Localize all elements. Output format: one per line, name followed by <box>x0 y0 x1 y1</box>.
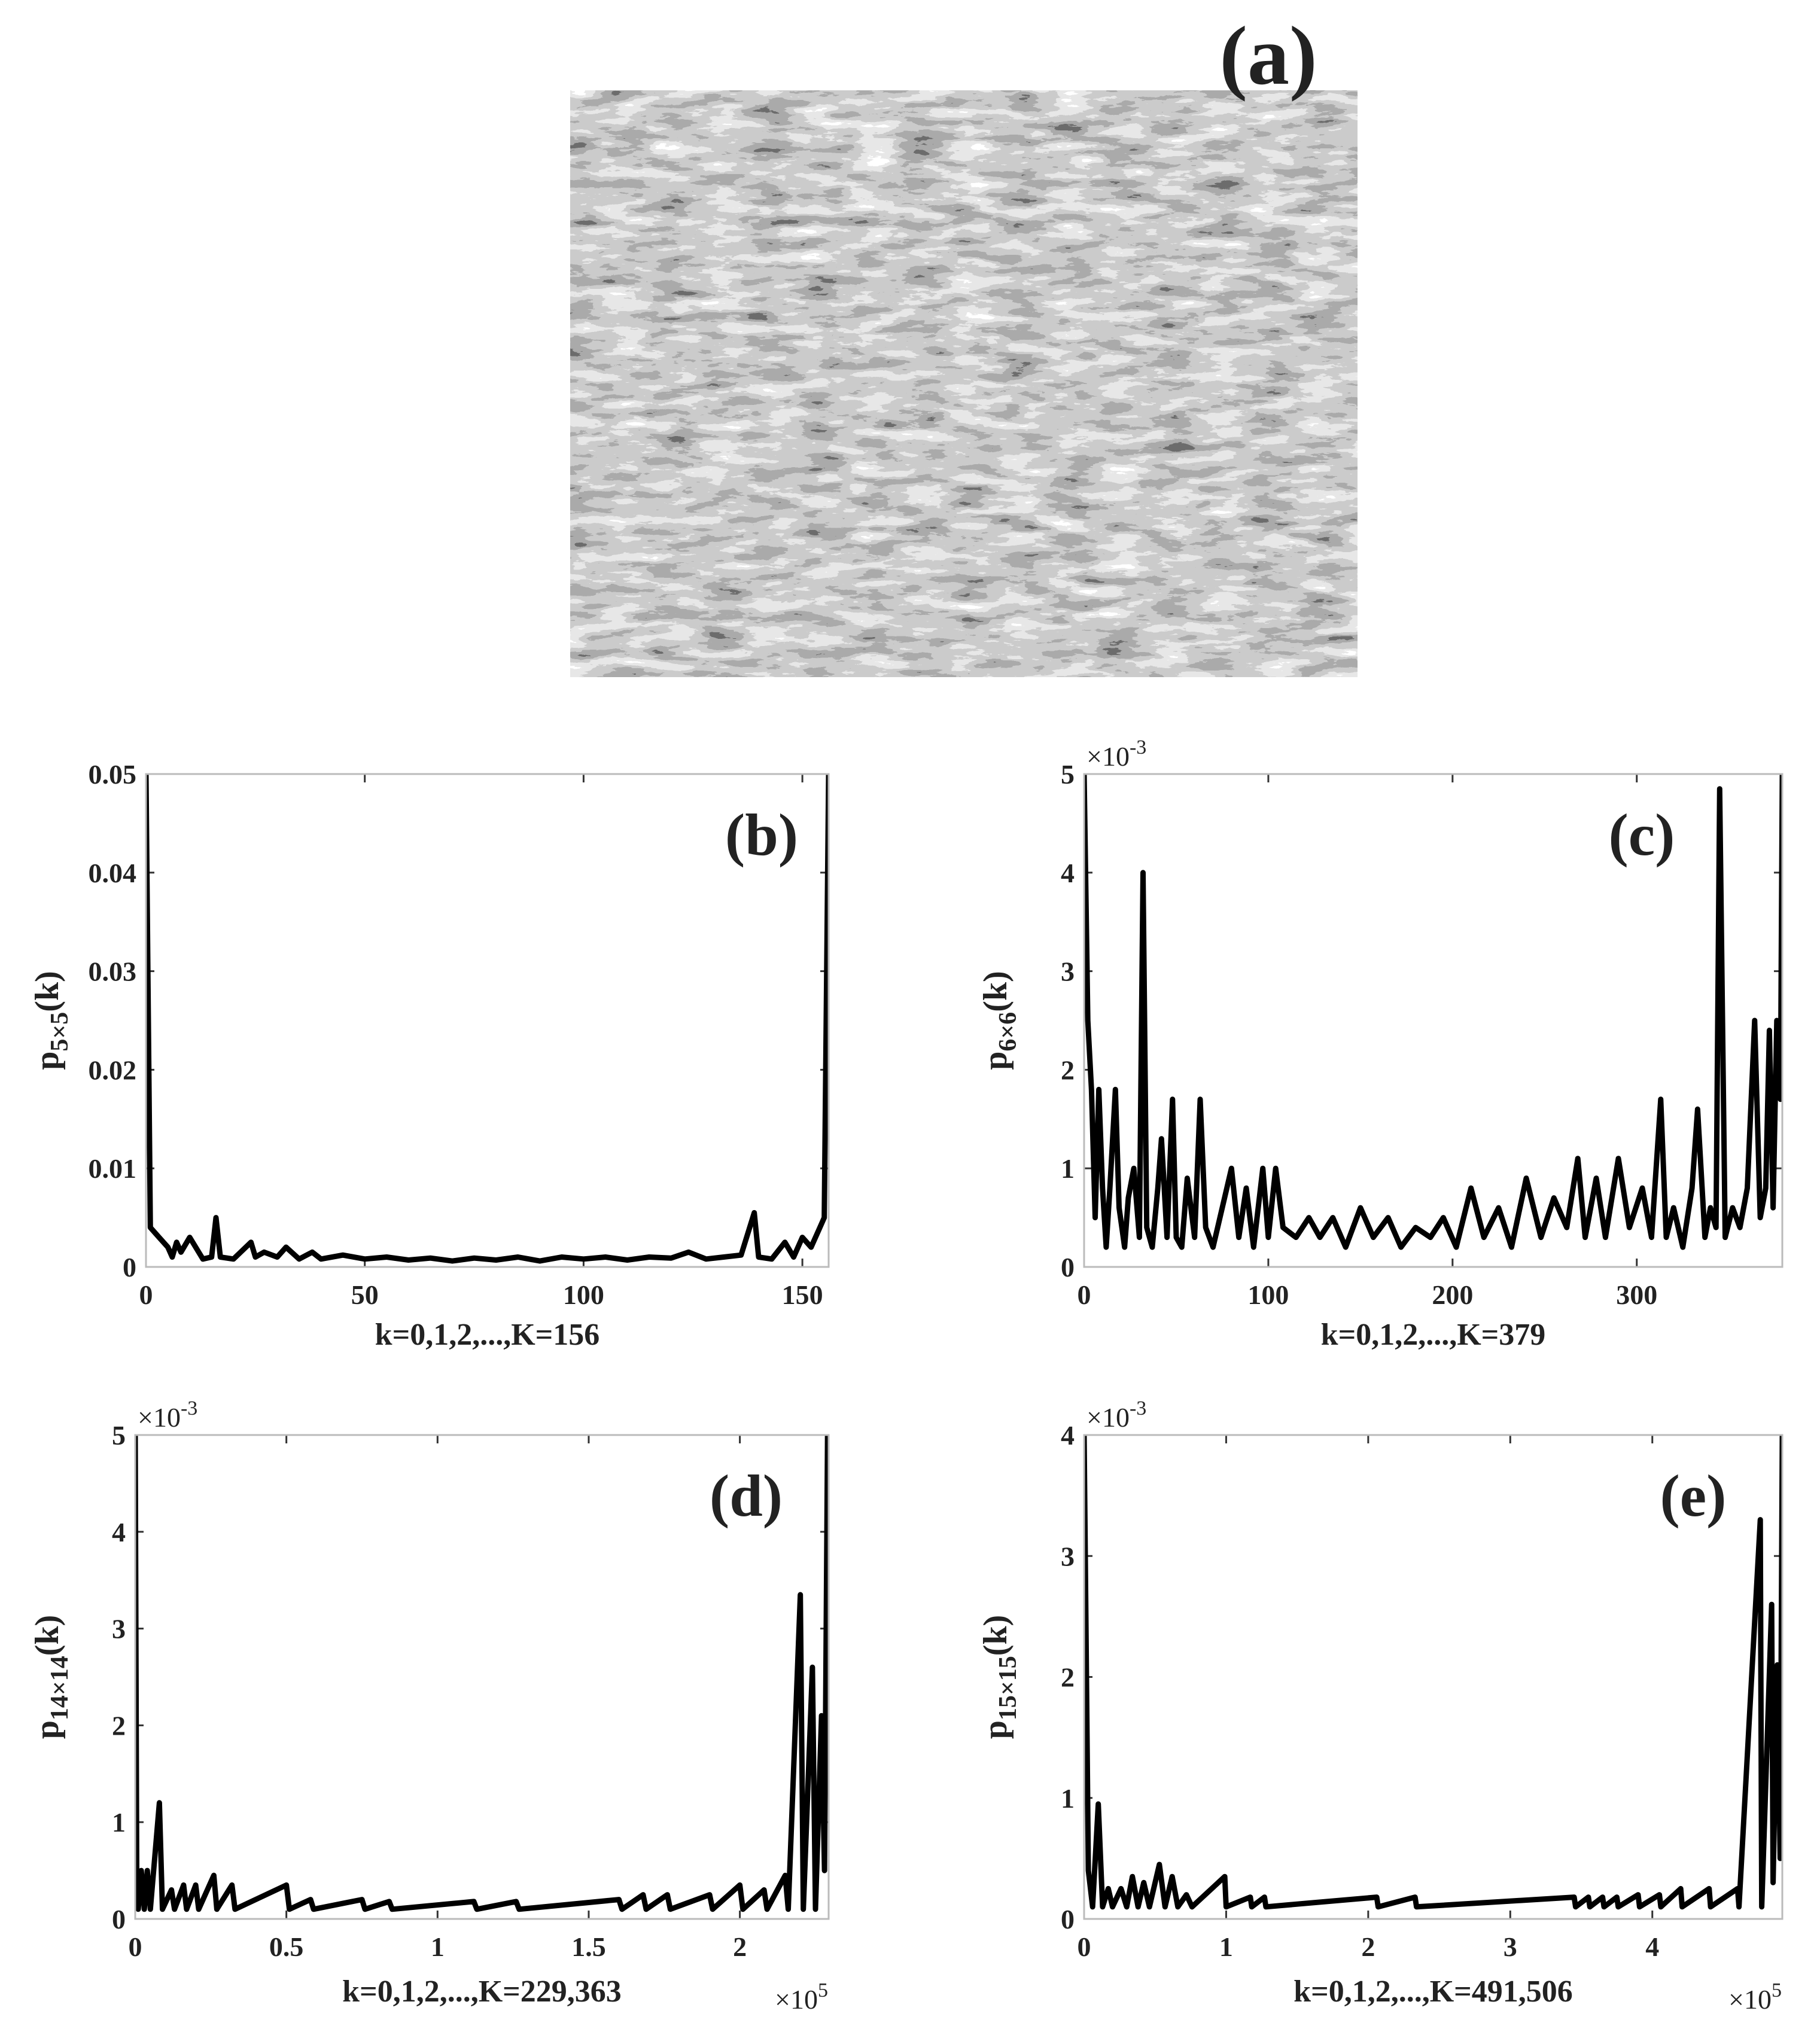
x-tick-label: 50 <box>351 1279 379 1310</box>
y-tick-label: 0.04 <box>89 858 137 888</box>
axes-box <box>134 1434 830 1920</box>
y-tick-label: 4 <box>1061 1420 1075 1451</box>
y-tick-label: 0.01 <box>89 1153 137 1184</box>
multiplier-exponent: -3 <box>1130 736 1146 758</box>
x-tick-label: 200 <box>1432 1279 1473 1310</box>
multiplier-exponent: 5 <box>1772 1979 1782 2001</box>
multiplier-exponent: 5 <box>818 1979 828 2001</box>
y-tick-label: 3 <box>112 1614 126 1644</box>
y-tick-label: 1 <box>1061 1783 1075 1814</box>
y-axis-label: p5×5(k) <box>29 971 74 1070</box>
y-label-sub: 14×14 <box>46 1656 74 1720</box>
y-label-main: p <box>29 1052 66 1070</box>
y-label-suffix: (k) <box>977 1615 1014 1656</box>
x-axis-label: k=0,1,2,...,K=156 <box>375 1318 600 1352</box>
plot-area <box>1084 773 1782 1250</box>
x-tick-label: 0 <box>129 1931 142 1962</box>
x-tick-label: 0 <box>1078 1931 1091 1962</box>
y-label-sub: 15×15 <box>994 1656 1022 1720</box>
plot-area <box>1084 1434 1782 1910</box>
y-tick-label: 3 <box>1061 1541 1075 1571</box>
data-line <box>135 1434 829 1912</box>
y-tick-label: 1 <box>112 1807 126 1838</box>
axes-box <box>145 773 830 1268</box>
axes-box <box>1083 773 1784 1268</box>
y-tick-label: 3 <box>1061 956 1075 987</box>
y-tick-label: 5 <box>1061 759 1075 790</box>
x-axis-label: k=0,1,2,...,K=229,363 <box>342 1975 622 2009</box>
x-tick-label: 100 <box>563 1279 604 1310</box>
x-tick-label: 1 <box>431 1931 445 1962</box>
image-label: (a) <box>1219 10 1317 102</box>
chart-panel: 0 1 2 3 4 0 1 2 3 4 (e) k=0,1,2,...,K=491,506 p15×15… <box>977 1397 1784 2015</box>
texture-image <box>570 90 1358 677</box>
data-line <box>1084 773 1782 1250</box>
y-multiplier: ×10-3 <box>1086 736 1146 772</box>
panel-label: (e) <box>1660 1463 1727 1529</box>
plot-area <box>135 1434 829 1912</box>
multiplier-base: ×10 <box>1728 1984 1772 2015</box>
y-tick-label: 2 <box>112 1710 126 1741</box>
panel-label: (c) <box>1609 802 1675 868</box>
y-label-sub: 6×6 <box>994 1012 1022 1052</box>
y-label-suffix: (k) <box>977 971 1014 1012</box>
data-line <box>1084 1434 1782 1910</box>
y-tick-label: 4 <box>1061 858 1075 888</box>
y-multiplier: ×10-3 <box>138 1397 197 1433</box>
y-label-main: p <box>977 1720 1014 1739</box>
multiplier-exponent: -3 <box>181 1397 197 1419</box>
y-tick-label: 0.05 <box>89 759 137 790</box>
y-tick-label: 4 <box>112 1517 126 1547</box>
y-axis-label: p15×15(k) <box>977 1615 1022 1739</box>
x-tick-label: 0 <box>139 1279 153 1310</box>
x-tick-label: 2 <box>733 1931 747 1962</box>
multiplier-exponent: -3 <box>1130 1397 1146 1419</box>
x-tick-label: 300 <box>1616 1279 1657 1310</box>
chart-panel: 0 1 2 3 4 5 0 0.5 1 1.5 2 (d) k=0,1,2,...,K=229,363 p… <box>29 1397 830 2015</box>
x-axis-label: k=0,1,2,...,K=379 <box>1321 1318 1546 1352</box>
y-tick-label: 0 <box>123 1252 136 1282</box>
y-multiplier: ×10-3 <box>1086 1397 1146 1433</box>
y-label-sub: 5×5 <box>46 1012 74 1052</box>
x-tick-label: 0.5 <box>269 1931 304 1962</box>
y-tick-label: 2 <box>1061 1662 1075 1693</box>
chart-panel: 0 1 2 3 4 5 0 100 200 300 (c) k=0,1,2,...,K=379 p6×6… <box>977 736 1784 1352</box>
y-tick-label: 0.02 <box>89 1055 137 1085</box>
y-tick-label: 5 <box>112 1420 126 1451</box>
plot-area <box>146 773 829 1264</box>
x-tick-label: 3 <box>1504 1931 1517 1962</box>
x-multiplier: ×105 <box>1728 1979 1782 2015</box>
chart-panel: 0 0.01 0.02 0.03 0.04 0.05 0 50 100 150 (b) k=0,1,2… <box>29 759 830 1352</box>
y-label-main: p <box>977 1052 1014 1070</box>
y-tick-label: 0 <box>1061 1904 1075 1934</box>
y-tick-label: 2 <box>1061 1055 1075 1085</box>
y-axis-label: p14×14(k) <box>29 1615 74 1739</box>
panel-label: (d) <box>710 1463 783 1529</box>
y-tick-label: 0 <box>1061 1252 1075 1282</box>
x-axis-label: k=0,1,2,...,K=491,506 <box>1294 1975 1573 2009</box>
x-tick-label: 100 <box>1247 1279 1289 1310</box>
y-tick-label: 0 <box>112 1904 126 1934</box>
x-tick-label: 4 <box>1645 1931 1659 1962</box>
x-tick-label: 2 <box>1361 1931 1375 1962</box>
multiplier-base: ×10 <box>1086 1402 1130 1433</box>
panel-label: (b) <box>725 802 798 868</box>
x-tick-label: 1 <box>1219 1931 1233 1962</box>
multiplier-base: ×10 <box>1086 741 1130 772</box>
x-tick-label: 150 <box>782 1279 823 1310</box>
multiplier-base: ×10 <box>775 1984 818 2015</box>
axes-box <box>1083 1434 1784 1920</box>
x-tick-label: 0 <box>1078 1279 1091 1310</box>
y-label-main: p <box>29 1720 66 1739</box>
y-axis-label: p6×6(k) <box>977 971 1022 1070</box>
data-line <box>146 773 829 1264</box>
x-tick-label: 1.5 <box>571 1931 606 1962</box>
x-multiplier: ×105 <box>775 1979 828 2015</box>
multiplier-base: ×10 <box>138 1402 181 1433</box>
y-tick-label: 0.03 <box>89 956 137 987</box>
y-label-suffix: (k) <box>29 1615 66 1656</box>
y-label-suffix: (k) <box>29 971 66 1012</box>
y-tick-label: 1 <box>1061 1153 1075 1184</box>
